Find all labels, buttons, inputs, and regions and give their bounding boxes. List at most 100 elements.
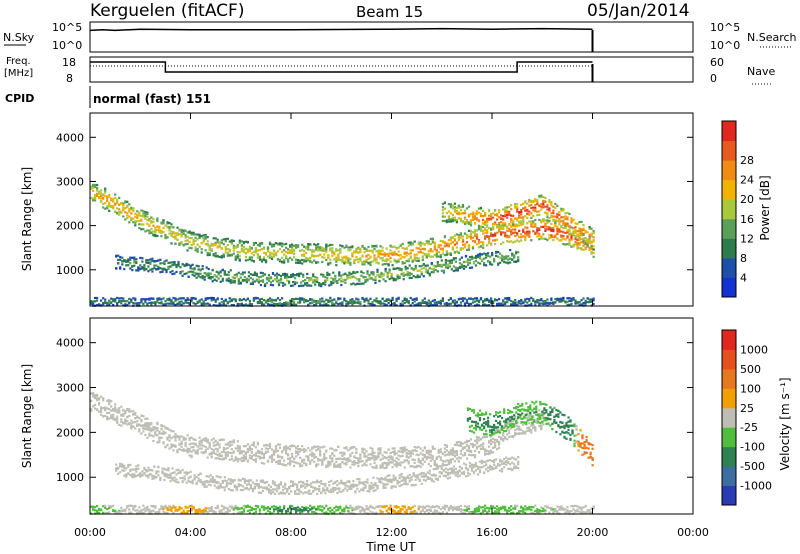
scatter-cell: [315, 244, 318, 247]
scatter-cell: [389, 260, 392, 263]
scatter-cell: [335, 249, 338, 252]
scatter-cell: [350, 276, 353, 279]
scatter-cell: [245, 277, 248, 280]
scatter-cell: [546, 205, 549, 208]
scatter-cell: [268, 446, 272, 449]
scatter-cell: [463, 302, 467, 305]
scatter-cell: [389, 244, 392, 247]
scatter-cell: [303, 250, 306, 253]
scatter-cell: [350, 283, 353, 286]
scatter-cell: [297, 244, 300, 247]
scatter-cell: [468, 259, 472, 262]
scatter-cell: [172, 296, 175, 300]
scatter-cell: [395, 247, 398, 250]
scatter-cell: [312, 279, 315, 282]
scatter-cell: [393, 453, 396, 456]
scatter-cell: [506, 236, 509, 239]
scatter-cell: [343, 260, 346, 263]
scatter-cell: [421, 255, 424, 258]
scatter-cell: [552, 205, 555, 208]
scatter-cell: [355, 255, 358, 259]
scatter-cell: [134, 297, 137, 300]
scatter-cell: [341, 454, 344, 457]
scatter-cell: [238, 241, 241, 244]
scatter-cell: [330, 276, 333, 279]
scatter-cell: [94, 199, 97, 202]
scatter-cell: [359, 457, 362, 460]
scatter-cell: [162, 297, 165, 300]
scatter-cell: [116, 302, 119, 305]
scatter-cell: [219, 280, 222, 283]
scatter-cell: [510, 214, 513, 217]
scatter-cell: [211, 280, 214, 283]
scatter-cell: [136, 423, 139, 426]
scatter-cell: [355, 462, 358, 465]
scatter-cell: [266, 444, 270, 447]
scatter-cell: [170, 300, 173, 303]
scatter-cell: [255, 272, 258, 275]
scatter-cell: [188, 443, 191, 446]
scatter-cell: [477, 224, 481, 227]
scatter-cell: [250, 252, 253, 255]
scatter-cell: [293, 460, 296, 464]
scatter-cell: [279, 277, 283, 280]
scatter-cell: [243, 279, 246, 282]
scatter-cell: [184, 243, 187, 246]
scatter-cell: [454, 266, 457, 269]
scatter-cell: [484, 211, 487, 215]
scatter-cell: [158, 430, 161, 433]
scatter-cell: [457, 298, 460, 301]
scatter-cell: [149, 268, 152, 271]
freq-line: [90, 61, 594, 82]
scatter-cell: [122, 297, 125, 300]
scatter-cell: [369, 446, 372, 450]
scatter-cell: [318, 282, 321, 285]
scatter-cell: [588, 239, 591, 242]
scatter-cell: [574, 229, 577, 232]
scatter-cell: [112, 298, 115, 301]
scatter-cell: [463, 297, 467, 300]
scatter-cell: [433, 241, 436, 244]
scatter-cell: [154, 230, 157, 233]
scatter-cell: [263, 284, 267, 288]
scatter-cell: [161, 261, 164, 265]
scatter-cell: [373, 247, 376, 251]
scatter-cell: [546, 225, 549, 228]
scatter-cell: [260, 248, 264, 251]
scatter-cell: [554, 236, 557, 239]
scatter-cell: [126, 420, 129, 423]
scatter-cell: [490, 440, 493, 443]
scatter-cell: [395, 253, 398, 256]
scatter-cell: [236, 245, 239, 249]
scatter-cell: [186, 298, 189, 302]
scatter-cell: [305, 245, 308, 248]
scatter-cell: [447, 299, 450, 302]
scatter-cell: [353, 455, 356, 458]
scatter-cell: [114, 300, 117, 303]
scatter-cell: [94, 403, 97, 407]
scatter-cell: [381, 253, 384, 256]
scatter-cell: [222, 300, 225, 303]
scatter-cell: [162, 231, 165, 234]
scatter-cell: [530, 424, 533, 427]
scatter-cell: [379, 257, 382, 260]
scatter-cell: [344, 272, 347, 275]
scatter-cell: [574, 299, 577, 302]
scatter-cell: [140, 223, 143, 226]
scatter-cell: [296, 274, 299, 277]
scatter-cell: [114, 417, 117, 420]
scatter-cell: [468, 429, 472, 432]
scatter-cell: [323, 455, 326, 458]
scatter-cell: [580, 234, 583, 237]
scatter-cell: [465, 248, 469, 251]
scatter-cell: [171, 261, 174, 264]
scatter-cell: [313, 259, 316, 262]
scatter-cell: [357, 460, 360, 463]
scatter-cell: [455, 301, 458, 304]
scatter-cell: [162, 432, 165, 436]
scatter-cell: [558, 211, 561, 214]
scatter-cell: [359, 259, 362, 262]
scatter-cell: [463, 454, 467, 457]
scatter-cell: [303, 448, 306, 451]
scatter-cell: [566, 231, 569, 234]
